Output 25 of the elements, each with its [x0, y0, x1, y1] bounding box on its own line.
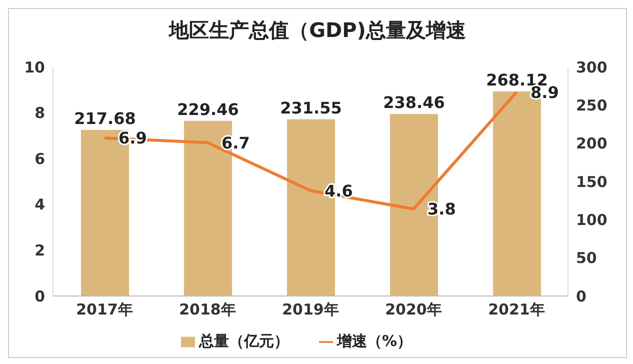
y-tick-label: 2 [34, 242, 45, 260]
y2-tick-label: 250 [576, 96, 608, 114]
x-tick-label: 2020年 [385, 300, 442, 319]
y-tick-label: 10 [24, 58, 45, 76]
data-label: 231.55 [280, 98, 342, 118]
y2-tick-label: 200 [576, 134, 608, 153]
y2-tick-label: 150 [576, 172, 608, 191]
y-tick-label: 6 [34, 150, 45, 168]
legend-label: 总量（亿元） [198, 332, 289, 350]
x-tick-label: 2018年 [179, 300, 236, 319]
chart-title: 地区生产总值（GDP)总量及增速 [167, 17, 467, 44]
y2-tick-label: 100 [576, 210, 608, 229]
x-tick-label: 2019年 [282, 300, 339, 319]
legend-label: 增速（%） [336, 332, 412, 350]
data-label: 229.46 [177, 100, 239, 119]
y2-tick-label: 50 [576, 249, 597, 268]
y2-tick-label: 0 [576, 287, 586, 306]
data-label: 238.46 [383, 92, 445, 112]
y2-tick-label: 300 [576, 58, 608, 76]
y-tick-label: 8 [34, 104, 45, 122]
y-tick-label: 0 [34, 287, 45, 306]
y-tick-label: 4 [34, 196, 45, 214]
x-tick-label: 2017年 [76, 300, 133, 319]
x-tick-label: 2021年 [488, 300, 545, 319]
data-label: 217.68 [74, 108, 136, 128]
